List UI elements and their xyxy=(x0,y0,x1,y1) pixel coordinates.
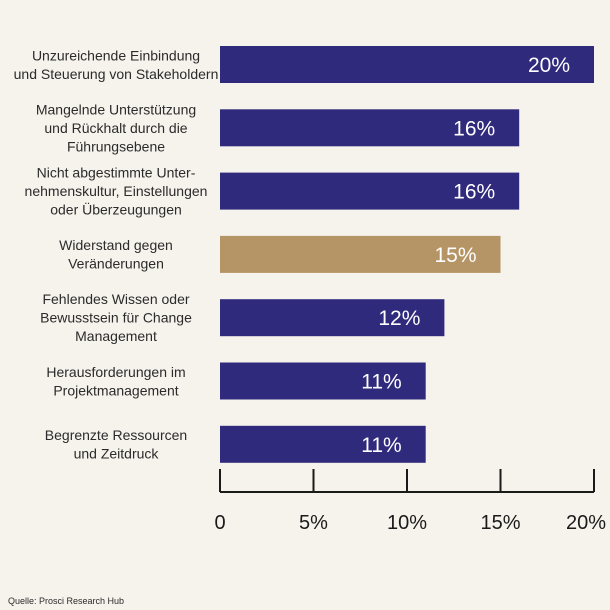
x-tick-label-4: 15% xyxy=(480,512,520,534)
category-label-7: Begrenzte Ressourcen und Zeitdruck xyxy=(45,427,187,462)
bar-value-label-5: 12% xyxy=(378,307,420,330)
x-tick-label-1: 0 xyxy=(214,512,225,534)
category-label-line: Begrenzte Ressourcen xyxy=(45,427,187,443)
bar-4 xyxy=(220,235,501,273)
bar-value-label-4: 15% xyxy=(434,244,476,267)
category-label-6: Herausforderungen im Projektmanagement xyxy=(46,364,185,399)
category-label-line: Management xyxy=(75,328,157,344)
bar-1 xyxy=(220,46,594,83)
category-label-3: Nicht abgestimmte Unter-nehmenskultur, E… xyxy=(25,165,208,218)
category-label-5: Fehlendes Wissen oder Bewusstsein für Cha… xyxy=(40,291,192,344)
source-note: Quelle: Prosci Research Hub xyxy=(8,596,125,606)
category-label-line: Fehlendes Wissen oder xyxy=(42,291,189,307)
bar-value-label-7: 11% xyxy=(361,434,401,457)
category-label-line: Projektmanagement xyxy=(53,382,178,398)
bar-value-label-2: 16% xyxy=(453,117,495,140)
category-label-2: Mangelnde Unterstützung und Rückhalt durc… xyxy=(36,101,196,154)
bar-value-label-1: 20% xyxy=(528,54,570,77)
category-label-line: und Rückhalt durch die xyxy=(44,120,187,136)
category-label-line: nehmenskultur, Einstellungen xyxy=(25,183,208,199)
category-label-line: Mangelnde Unterstützung xyxy=(36,101,196,117)
bar-5 xyxy=(220,299,445,337)
category-label-line: Veränderungen xyxy=(68,256,164,272)
bar-3 xyxy=(220,172,520,210)
category-label-line: Unzureichende Einbindung xyxy=(32,47,200,63)
category-label-line: und Zeitdruck xyxy=(74,446,160,462)
category-label-1: Unzureichende Einbindung und Steuerung vo… xyxy=(14,47,219,82)
category-label-line: Widerstand gegen xyxy=(59,237,173,253)
category-label-line: und Steuerung von Stakeholdern xyxy=(14,66,219,82)
bars-group: 20% 16% 16% 15% 12% 11% 11% xyxy=(220,46,594,463)
x-tick-label-3: 10% xyxy=(387,512,427,534)
category-label-line: oder Überzeugungen xyxy=(50,201,182,218)
bar-value-label-3: 16% xyxy=(453,181,495,204)
category-label-4: Widerstand gegen Veränderungen xyxy=(59,237,173,272)
category-label-line: Führungsebene xyxy=(67,138,165,154)
bar-2 xyxy=(220,109,520,147)
bar-6 xyxy=(220,362,426,400)
bar-7 xyxy=(220,425,426,463)
x-tick-label-5: 20% xyxy=(566,512,606,534)
bar-value-label-6: 11% xyxy=(361,371,401,394)
x-axis: 0 5% 10% 15% 20% xyxy=(214,469,606,534)
category-labels-group: Unzureichende Einbindung und Steuerung vo… xyxy=(14,47,219,461)
category-label-line: Herausforderungen im xyxy=(46,364,185,380)
category-label-line: Bewusstsein für Change xyxy=(40,310,192,326)
category-label-line: Nicht abgestimmte Unter- xyxy=(37,165,196,181)
x-tick-label-2: 5% xyxy=(299,512,328,534)
